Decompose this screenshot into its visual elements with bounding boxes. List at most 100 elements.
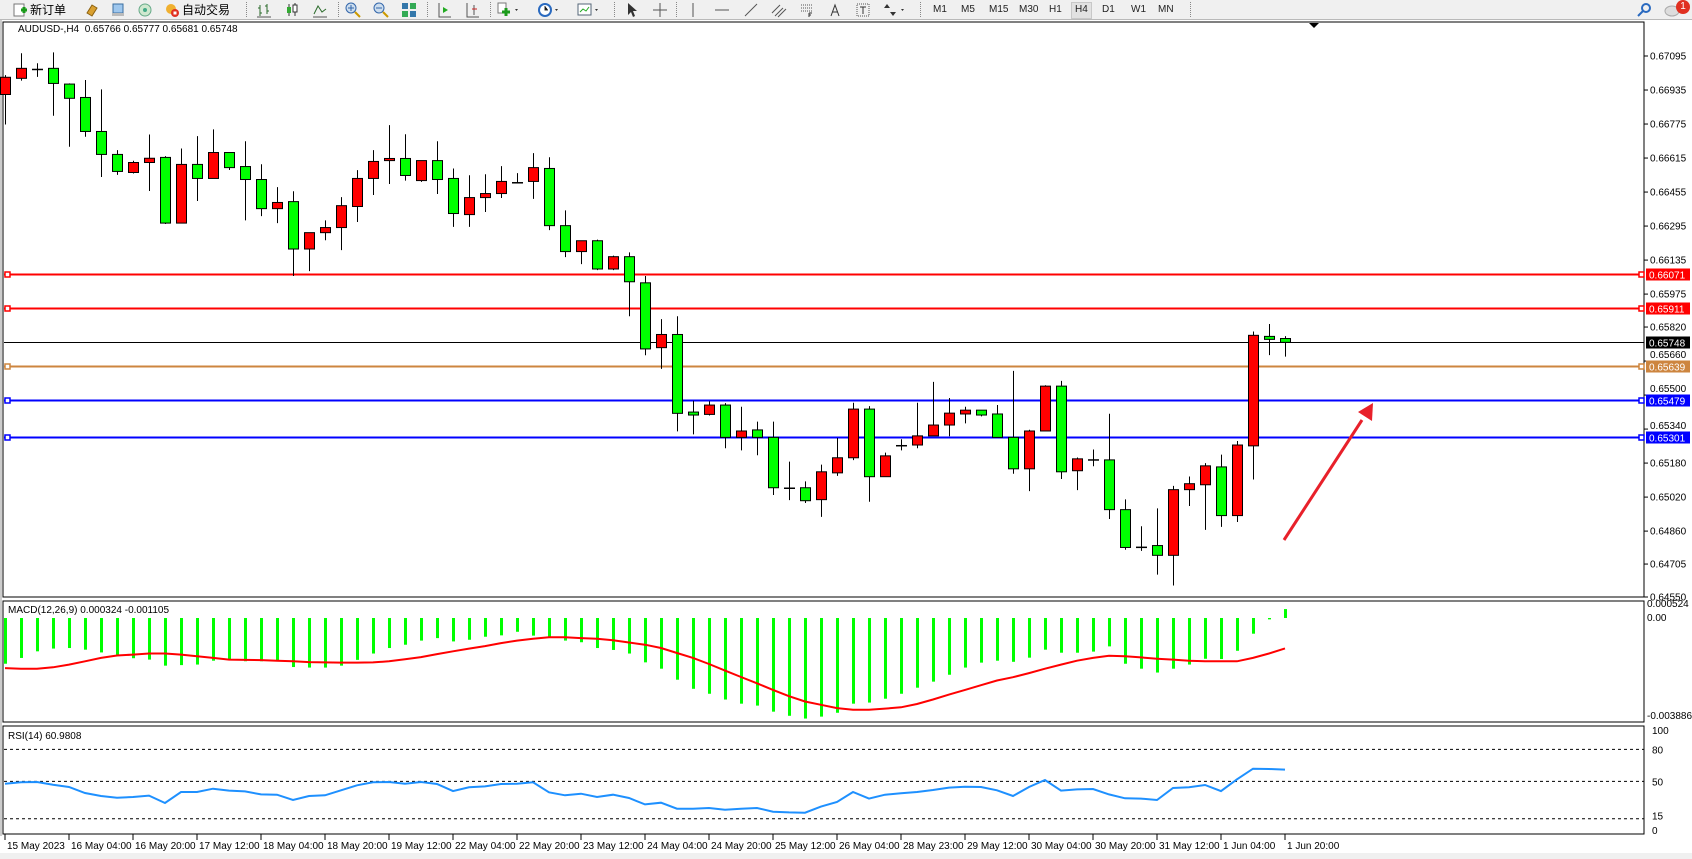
line-handle-right[interactable]: [1638, 363, 1645, 370]
candle: [208, 129, 219, 179]
rsi-panel[interactable]: [2, 725, 1645, 835]
candle-body: [1168, 489, 1179, 556]
line-handle-right[interactable]: [1638, 397, 1645, 404]
candle-body: [832, 457, 843, 474]
timeframe-m1-button[interactable]: M1: [933, 4, 947, 15]
macd-tick-label: 0.000524: [1647, 599, 1689, 610]
market-watch-button[interactable]: [84, 1, 100, 18]
timeframe-mn-button[interactable]: MN: [1158, 4, 1174, 15]
vertical-line-button[interactable]: [685, 1, 701, 18]
annotation-arrow-head[interactable]: [1358, 403, 1373, 421]
crosshair-icon: [653, 2, 667, 17]
horizontal-line-button[interactable]: [714, 1, 730, 18]
toolbar-separator: [490, 2, 491, 17]
price-tick-label: 0.66615: [1650, 154, 1687, 165]
line-handle-left[interactable]: [4, 397, 11, 404]
macd-panel[interactable]: [2, 600, 1645, 723]
candle: [880, 452, 891, 478]
candle-body: [16, 67, 27, 79]
candle-body: [1184, 483, 1195, 491]
candle: [192, 136, 203, 201]
line-handle-left[interactable]: [4, 434, 11, 441]
rsi-line: [4, 767, 1286, 814]
candle-body: [640, 282, 651, 350]
toolbar-separator: [246, 2, 247, 17]
line-handle-right[interactable]: [1638, 305, 1645, 312]
line-chart-button[interactable]: [312, 1, 328, 18]
candle-body: [992, 413, 1003, 438]
macd-histogram-bar: [1284, 609, 1287, 618]
horizontal-line-icon: [715, 9, 729, 10]
search-button[interactable]: [1636, 1, 1652, 18]
cursor-button[interactable]: [624, 1, 640, 18]
equidistant-channel-button[interactable]: [771, 1, 787, 18]
indicators-button[interactable]: [497, 1, 521, 18]
candle: [320, 220, 331, 241]
candle: [816, 464, 827, 517]
macd-histogram-bar: [852, 618, 855, 704]
macd-histogram-bar: [1044, 618, 1047, 650]
macd-histogram-bar: [868, 618, 871, 703]
timeframe-m5-button[interactable]: M5: [961, 4, 975, 15]
timeframe-m15-button[interactable]: M15: [989, 4, 1009, 15]
candle: [384, 125, 395, 184]
new-order-icon: [13, 3, 27, 16]
bar-chart-button[interactable]: [256, 1, 272, 18]
timeframe-m30-button[interactable]: M30: [1019, 4, 1039, 15]
candle: [144, 134, 155, 191]
text-label-button[interactable]: [855, 1, 871, 18]
autotrading-button[interactable]: 自动交易: [164, 1, 230, 18]
macd-histogram-bar: [452, 618, 455, 642]
timeframe-d1-button[interactable]: D1: [1102, 4, 1115, 15]
candle: [224, 152, 235, 170]
candle: [0, 75, 11, 125]
line-handle-left[interactable]: [4, 305, 11, 312]
price-tick-label: 0.65340: [1650, 421, 1687, 432]
templates-button[interactable]: [577, 1, 601, 18]
time-tick-label: 18 May 04:00: [263, 841, 324, 852]
auto-scroll-button[interactable]: [436, 1, 452, 18]
crosshair-button[interactable]: [652, 1, 668, 18]
price-badge: [1646, 302, 1690, 315]
time-tick-label: 19 May 12:00: [391, 841, 452, 852]
rsi-tick-label: 100: [1652, 726, 1669, 737]
macd-histogram-bar: [660, 618, 663, 669]
chart-shift-marker-icon[interactable]: [1309, 23, 1319, 28]
tile-windows-button[interactable]: [401, 1, 417, 18]
timeframe-h4-button[interactable]: H4: [1071, 2, 1092, 19]
annotation-arrow-shaft[interactable]: [1282, 419, 1364, 541]
time-tick-label: 30 May 04:00: [1031, 841, 1092, 852]
candle-body: [560, 225, 571, 253]
autotrading-icon: [166, 3, 179, 17]
line-handle-left[interactable]: [4, 363, 11, 370]
rsi-tick-label: 0: [1652, 826, 1658, 837]
time-tick-label: 16 May 04:00: [71, 841, 132, 852]
timeframe-w1-button[interactable]: W1: [1131, 4, 1146, 15]
candle-body: [800, 487, 811, 502]
macd-histogram-bar: [644, 618, 647, 663]
data-window-button[interactable]: [110, 1, 126, 18]
new-order-button[interactable]: 新订单: [12, 1, 66, 18]
candle-body: [208, 152, 219, 179]
text-button[interactable]: [827, 1, 843, 18]
candle: [944, 398, 955, 437]
candle-body: [144, 157, 155, 164]
line-handle-right[interactable]: [1638, 271, 1645, 278]
candle: [784, 461, 795, 501]
chart-shift-button[interactable]: [464, 1, 480, 18]
trendline-button[interactable]: [743, 1, 759, 18]
timeframe-h1-button[interactable]: H1: [1049, 4, 1062, 15]
periods-button[interactable]: [537, 1, 561, 18]
fibonacci-button[interactable]: [799, 1, 815, 18]
macd-histogram-bar: [740, 618, 743, 704]
zoom-out-button[interactable]: [373, 1, 389, 18]
candlestick-chart-button[interactable]: [284, 1, 300, 18]
arrows-button[interactable]: [883, 1, 909, 18]
line-handle-right[interactable]: [1638, 434, 1645, 441]
candle-body: [736, 430, 747, 438]
line-handle-left[interactable]: [4, 271, 11, 278]
zoom-in-button[interactable]: [345, 1, 361, 18]
navigator-button[interactable]: [137, 1, 153, 18]
macd-histogram-bar: [596, 618, 599, 649]
